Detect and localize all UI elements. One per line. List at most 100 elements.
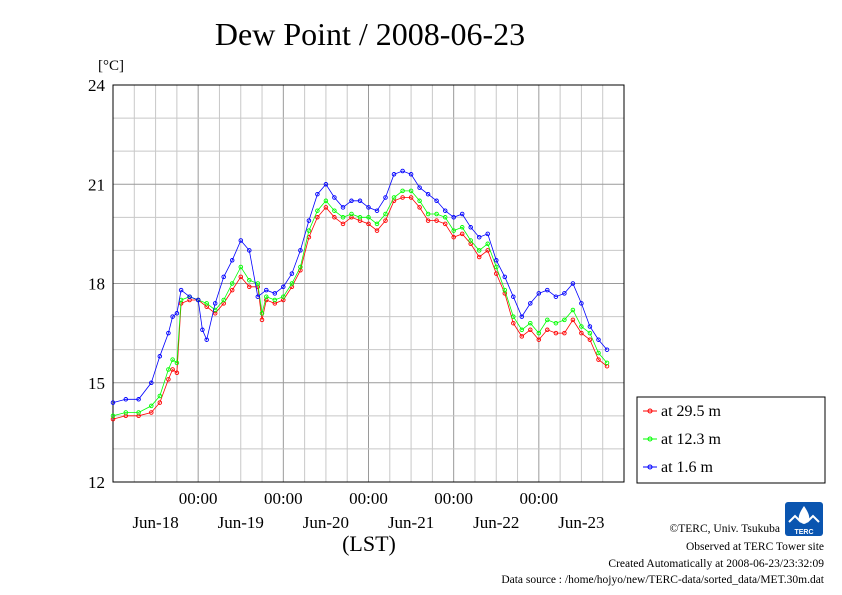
data-point	[545, 317, 550, 323]
data-point	[485, 241, 490, 247]
data-point	[511, 320, 516, 326]
data-point	[281, 284, 286, 290]
x-day-label: Jun-22	[473, 513, 519, 532]
data-point	[289, 281, 295, 286]
data-point	[174, 311, 180, 316]
data-point	[604, 347, 610, 352]
legend-box	[636, 396, 826, 484]
series-line	[112, 197, 608, 420]
x-day-label: Jun-23	[558, 513, 604, 532]
data-point	[136, 410, 141, 415]
data-point	[476, 248, 482, 253]
data-point	[476, 234, 482, 240]
y-tick-label: 15	[88, 374, 105, 393]
data-point	[123, 397, 129, 402]
data-point	[323, 182, 329, 187]
data-point	[247, 248, 252, 253]
data-point	[187, 294, 192, 299]
data-point	[272, 291, 278, 296]
data-point	[272, 297, 278, 303]
legend-marker	[647, 436, 653, 442]
data-point	[417, 198, 422, 204]
series-group	[110, 168, 610, 422]
data-point	[562, 317, 567, 323]
data-point	[306, 228, 312, 233]
data-point	[264, 294, 269, 299]
data-point	[579, 324, 584, 329]
chart-title: Dew Point / 2008-06-23	[215, 16, 525, 52]
grid-lines	[112, 84, 625, 483]
data-point	[229, 287, 235, 293]
data-point	[519, 334, 525, 339]
data-point	[166, 330, 171, 336]
data-point	[298, 248, 303, 253]
data-point	[494, 264, 499, 270]
data-point	[366, 205, 371, 210]
data-point	[357, 198, 363, 204]
data-point	[425, 191, 431, 197]
x-day-label: Jun-18	[132, 513, 178, 532]
data-point	[374, 208, 380, 213]
y-tick-label: 12	[88, 473, 105, 492]
data-point	[340, 215, 346, 220]
data-point	[519, 314, 525, 319]
data-point	[332, 195, 337, 200]
data-point	[425, 218, 431, 223]
data-point	[383, 218, 388, 223]
data-point	[459, 225, 465, 230]
legend-items: at 29.5 m at 12.3 m at 1.6 m	[643, 403, 722, 476]
data-point	[259, 311, 265, 316]
data-point	[570, 307, 576, 313]
data-point	[229, 281, 235, 286]
data-point	[536, 330, 542, 336]
data-point	[149, 403, 154, 409]
data-point	[306, 218, 312, 223]
data-point	[170, 367, 175, 372]
series-2	[110, 168, 610, 405]
credit-observed: Observed at TERC Tower site	[686, 541, 824, 553]
data-point	[247, 277, 252, 283]
y-axis-ticks: 12 15 18 21 24	[88, 76, 106, 492]
data-point	[459, 231, 465, 237]
data-point	[434, 218, 439, 223]
data-point	[442, 208, 448, 213]
data-point	[110, 400, 116, 405]
data-point	[157, 400, 163, 405]
y-tick-label: 21	[88, 175, 105, 194]
data-point	[596, 350, 601, 356]
data-point	[212, 301, 218, 306]
data-point	[157, 354, 163, 359]
data-point	[570, 317, 576, 323]
logo-wave-icon	[788, 514, 820, 523]
data-point	[579, 301, 584, 306]
data-point	[204, 301, 209, 306]
data-point	[400, 168, 405, 174]
y-axis-unit: [°C]	[98, 58, 124, 74]
data-point	[528, 327, 533, 333]
data-point	[417, 185, 422, 190]
data-point	[221, 274, 226, 280]
data-point	[604, 360, 610, 366]
data-point	[511, 294, 516, 299]
data-point	[391, 172, 397, 177]
data-point	[553, 294, 559, 299]
credit-copyright: ©TERC, Univ. Tsukuba	[670, 523, 780, 535]
legend-label: at 12.3 m	[661, 431, 722, 448]
data-point	[528, 320, 533, 326]
data-point	[502, 274, 508, 280]
data-point	[528, 301, 533, 306]
data-point	[587, 330, 593, 336]
data-point	[596, 357, 601, 362]
x-axis-label: (LST)	[342, 531, 396, 556]
data-point	[170, 357, 175, 362]
series-1	[110, 188, 610, 419]
logo-text: TERC	[794, 529, 813, 536]
x-tick-label: 00:00	[264, 489, 303, 508]
data-point	[315, 215, 320, 220]
data-point	[255, 294, 261, 299]
data-point	[323, 205, 329, 210]
series-line	[112, 170, 608, 403]
data-point	[315, 191, 320, 197]
data-point	[494, 271, 499, 276]
